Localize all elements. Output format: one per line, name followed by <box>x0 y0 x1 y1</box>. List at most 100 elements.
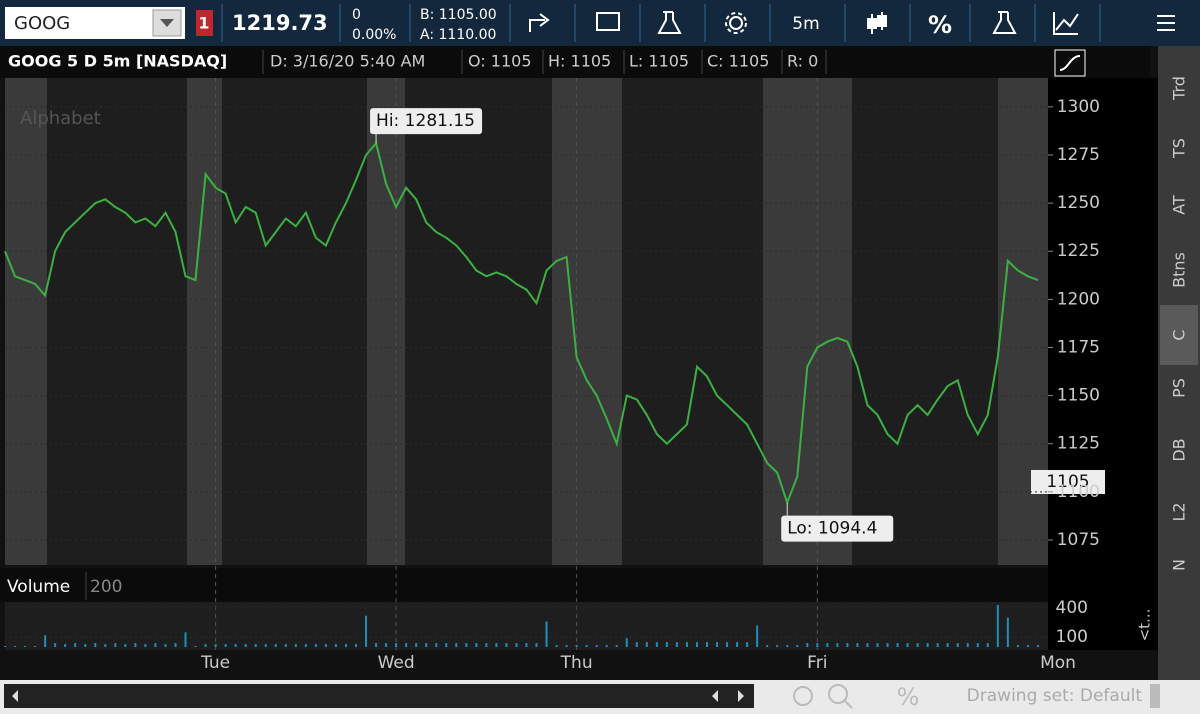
x-tick-label: Mon <box>1040 653 1076 673</box>
toolbar-icons[interactable] <box>529 11 1175 35</box>
price-marker-box <box>1031 470 1105 494</box>
side-tab[interactable]: DB <box>1170 438 1189 461</box>
volume-bar <box>746 642 749 647</box>
volume-bar <box>916 643 919 647</box>
volume-bar <box>14 646 17 647</box>
volume-bar <box>625 638 628 647</box>
side-tab[interactable]: PS <box>1170 378 1189 398</box>
chart-header <box>0 46 1150 78</box>
y-tick-label: 1075 <box>1057 530 1100 550</box>
toolbar-separators <box>221 4 1101 42</box>
volume-bar <box>54 643 57 647</box>
pct-change: 0.00% <box>352 27 396 43</box>
price-marker: 1105 <box>1046 472 1089 492</box>
volume-bar <box>635 642 638 647</box>
volume-bar <box>194 646 197 647</box>
annotation-box <box>370 108 483 135</box>
last-price: 1219.73 <box>232 11 328 35</box>
annotation: Hi: 1281.15 <box>376 111 475 131</box>
side-tab[interactable]: N <box>1170 559 1189 571</box>
side-tab[interactable]: Btns <box>1170 252 1189 288</box>
y-tick-label: 1300 <box>1057 97 1100 117</box>
percent-toggle[interactable]: % <box>928 11 952 39</box>
y-tick-label: 1200 <box>1057 289 1100 309</box>
volume-bar <box>976 643 979 647</box>
volume-bar <box>665 642 668 647</box>
volume-bar <box>836 643 839 647</box>
y-tick-label: 1100 <box>1057 482 1100 502</box>
net-change: 0 <box>352 7 361 23</box>
volume-bar <box>585 645 588 647</box>
symbol-dropdown[interactable] <box>152 9 182 37</box>
y-tick-label: 400 <box>1056 598 1088 618</box>
volume-bar <box>966 643 969 647</box>
ask: A: 1110.00 <box>420 27 496 43</box>
side-tab[interactable]: C <box>1170 329 1189 340</box>
volume-bar <box>896 643 899 647</box>
volume-bar <box>264 644 267 647</box>
alert-count: 1 <box>198 14 209 33</box>
volume-bar <box>826 643 829 647</box>
volume-bar <box>595 645 598 647</box>
volume-bar <box>375 643 378 647</box>
volume-bar <box>224 644 227 647</box>
volume-bar <box>274 644 277 647</box>
volume-bar <box>776 645 779 647</box>
volume-bar <box>756 625 759 647</box>
volume-bar <box>184 632 187 647</box>
volume-bar <box>956 643 959 647</box>
volume-bar <box>846 643 849 647</box>
volume-bar <box>405 643 408 647</box>
side-tab[interactable]: Trd <box>1170 76 1189 101</box>
side-tab[interactable]: AT <box>1170 195 1189 215</box>
y-tick-label: 1150 <box>1057 386 1100 406</box>
side-more[interactable]: <t... <box>1136 609 1154 642</box>
percent-icon[interactable]: % <box>897 683 920 711</box>
y-tick-label: 1175 <box>1057 337 1100 357</box>
volume-bar <box>615 645 618 647</box>
volume-bar <box>34 646 37 647</box>
volume-bar <box>4 646 6 647</box>
price-line <box>4 141 1039 506</box>
volume-bar <box>314 644 317 647</box>
volume-bar <box>174 643 177 647</box>
volume-bar <box>695 642 698 647</box>
bar-date: D: 3/16/20 5:40 AM <box>270 52 425 71</box>
volume-bar <box>294 644 297 647</box>
zoom-icons[interactable] <box>793 684 853 709</box>
volume-bar <box>1016 645 1019 647</box>
bar-open: O: 1105 <box>468 52 532 71</box>
volume-bar <box>134 643 137 647</box>
volume-bar <box>726 642 729 647</box>
volume-bar <box>866 643 869 647</box>
bar-high: H: 1105 <box>548 52 611 71</box>
volume-setting: 200 <box>90 577 122 597</box>
symbol[interactable]: GOOG <box>14 13 70 34</box>
volume-bar <box>716 642 719 647</box>
volume-bar <box>395 643 398 647</box>
volume-bar <box>525 643 528 647</box>
style-button[interactable] <box>1054 49 1086 77</box>
volume-bar <box>214 644 217 647</box>
volume-bar <box>786 645 789 647</box>
volume-bar <box>94 643 97 647</box>
volume-bar <box>515 643 518 647</box>
volume-bar <box>164 644 167 647</box>
side-tab[interactable]: L2 <box>1170 502 1189 521</box>
alert-badge[interactable] <box>196 10 213 36</box>
drawing-set[interactable]: Drawing set: Default <box>967 686 1143 706</box>
volume-bar <box>706 642 708 647</box>
volume-bar <box>74 643 77 647</box>
y-tick-label: 1275 <box>1057 145 1100 165</box>
drawing-set-dropdown[interactable] <box>1150 684 1160 708</box>
style-icon <box>1059 55 1081 71</box>
interval[interactable]: 5m <box>792 14 819 34</box>
y-tick-label: 1125 <box>1057 434 1100 454</box>
annotation: Lo: 1094.4 <box>787 519 877 539</box>
side-tab[interactable]: TS <box>1170 138 1189 159</box>
volume-bar <box>575 645 578 647</box>
scrollbar[interactable] <box>4 684 754 708</box>
volume-bar <box>254 644 257 647</box>
volume-bar <box>876 643 879 647</box>
